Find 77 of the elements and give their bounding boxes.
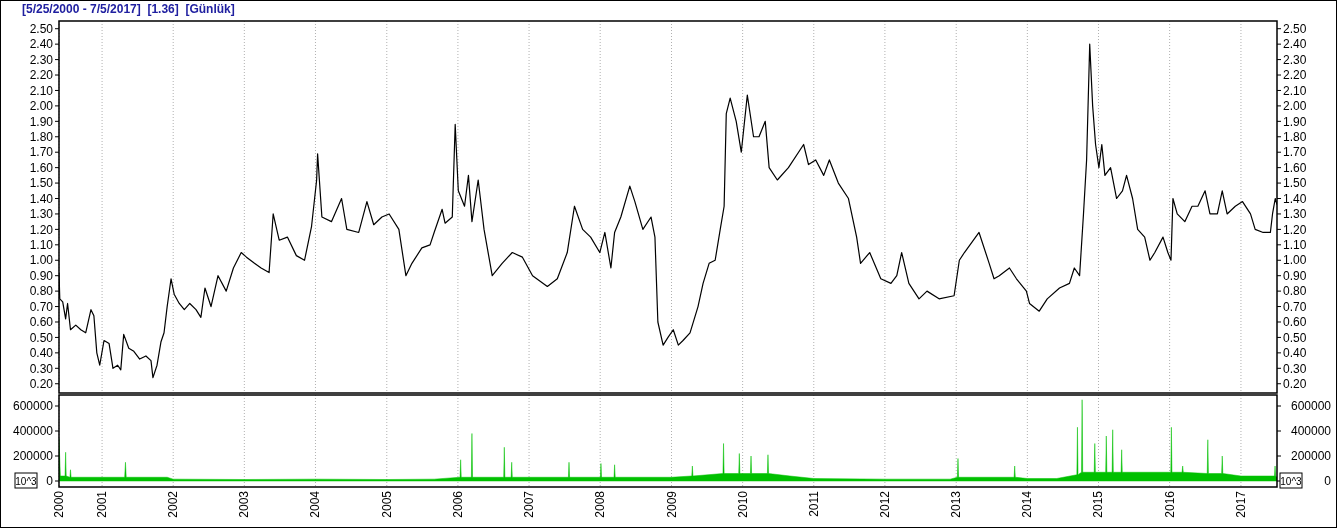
x-tick-label: 2017 xyxy=(1233,490,1248,518)
y2-tick-label: 2.10 xyxy=(1283,83,1307,98)
x-tick-label: 2013 xyxy=(949,490,964,518)
x-tick-label: 2000 xyxy=(52,490,66,518)
x-tick-label: 2009 xyxy=(664,490,679,518)
y2-tick-label: 0.80 xyxy=(1283,284,1307,299)
y2-tick-label: 1.80 xyxy=(1283,129,1307,144)
y-tick-label: 2.50 xyxy=(29,21,54,36)
x-tick-label: 2008 xyxy=(593,490,608,518)
x-tick-label: 2002 xyxy=(166,490,181,518)
y2-tick-label: 0.90 xyxy=(1283,268,1307,283)
y-tick-label: 1.40 xyxy=(29,191,54,206)
y2-tick-label: 0 xyxy=(1324,474,1332,489)
y2-tick-label: 600000 xyxy=(1290,399,1332,414)
y2-tick-label: 2.40 xyxy=(1283,37,1307,52)
y-tick-label: 400000 xyxy=(12,424,54,439)
y-tick-label: 2.10 xyxy=(29,83,54,98)
y2-tick-label: 200000 xyxy=(1290,449,1332,464)
y2-tick-label: 0.60 xyxy=(1283,315,1307,330)
y2-tick-label: 2.00 xyxy=(1283,99,1307,114)
x-tick-label: 2011 xyxy=(806,490,821,517)
y-axis-title: 10^3 xyxy=(15,475,38,487)
y2-tick-label: 1.70 xyxy=(1283,145,1307,160)
y2-axis-title: 10^3 xyxy=(1280,475,1303,487)
y-tick-label: 1.00 xyxy=(29,253,54,268)
y-tick-label: 200000 xyxy=(12,449,54,464)
x-tick-label: 2012 xyxy=(877,490,892,518)
y2-tick-label: 2.50 xyxy=(1283,21,1307,36)
y2-tick-label: 1.00 xyxy=(1283,253,1307,268)
y-tick-label: 1.80 xyxy=(29,129,54,144)
x-tick-label: 2016 xyxy=(1162,490,1177,518)
y2-tick-label: 1.60 xyxy=(1283,160,1307,175)
y2-tick-label: 400000 xyxy=(1290,424,1332,439)
y-tick-label: 0.20 xyxy=(29,376,54,391)
chart-title: [5/25/2000 - 7/5/2017] [1.36] [Günlük] xyxy=(22,2,235,16)
y2-tick-label: 1.30 xyxy=(1283,207,1307,222)
y-tick-label: 2.20 xyxy=(29,68,54,83)
y-tick-label: 2.30 xyxy=(29,52,54,67)
y-tick-label: 0.70 xyxy=(29,299,54,314)
y2-tick-label: 1.90 xyxy=(1283,114,1307,129)
x-tick-label: 2014 xyxy=(1020,490,1035,518)
x-tick-label: 2006 xyxy=(450,490,465,518)
y-tick-label: 2.40 xyxy=(29,37,54,52)
y2-tick-label: 2.30 xyxy=(1283,52,1307,67)
x-tick-label: 2004 xyxy=(308,490,323,518)
y-tick-label: 600000 xyxy=(12,399,54,414)
x-tick-label: 2003 xyxy=(237,490,252,518)
y2-tick-label: 0.50 xyxy=(1283,330,1307,345)
y-tick-label: 0.80 xyxy=(29,284,54,299)
y2-tick-label: 1.20 xyxy=(1283,222,1307,237)
x-tick-label: 2001 xyxy=(95,490,110,518)
y2-tick-label: 0.40 xyxy=(1283,346,1307,361)
x-tick-label: 2007 xyxy=(522,490,537,518)
y2-tick-label: 1.50 xyxy=(1283,176,1307,191)
y-tick-label: 0 xyxy=(46,474,54,489)
y-tick-label: 2.00 xyxy=(29,99,54,114)
y-tick-label: 1.50 xyxy=(29,176,54,191)
y2-tick-label: 0.30 xyxy=(1283,361,1307,376)
x-tick-label: 2010 xyxy=(735,490,750,518)
y-tick-label: 0.90 xyxy=(29,268,54,283)
y2-tick-label: 1.40 xyxy=(1283,191,1307,206)
y-tick-label: 0.40 xyxy=(29,346,54,361)
y2-tick-label: 1.10 xyxy=(1283,238,1307,253)
y-tick-label: 1.10 xyxy=(29,238,54,253)
y2-tick-label: 0.20 xyxy=(1283,376,1307,391)
y-tick-label: 1.60 xyxy=(29,160,54,175)
y2-tick-label: 0.70 xyxy=(1283,299,1307,314)
y-tick-label: 1.70 xyxy=(29,145,54,160)
x-tick-label: 2015 xyxy=(1091,490,1106,518)
y-tick-label: 1.90 xyxy=(29,114,54,129)
y-tick-label: 1.30 xyxy=(29,207,54,222)
y2-tick-label: 2.20 xyxy=(1283,68,1307,83)
x-tick-label: 2005 xyxy=(379,490,394,518)
y-tick-label: 0.30 xyxy=(29,361,54,376)
y-tick-label: 0.60 xyxy=(29,315,54,330)
y-tick-label: 1.20 xyxy=(29,222,54,237)
y-tick-label: 0.50 xyxy=(29,330,54,345)
